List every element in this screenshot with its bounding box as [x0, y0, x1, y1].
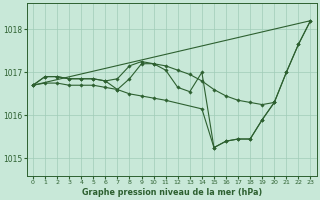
X-axis label: Graphe pression niveau de la mer (hPa): Graphe pression niveau de la mer (hPa): [82, 188, 262, 197]
